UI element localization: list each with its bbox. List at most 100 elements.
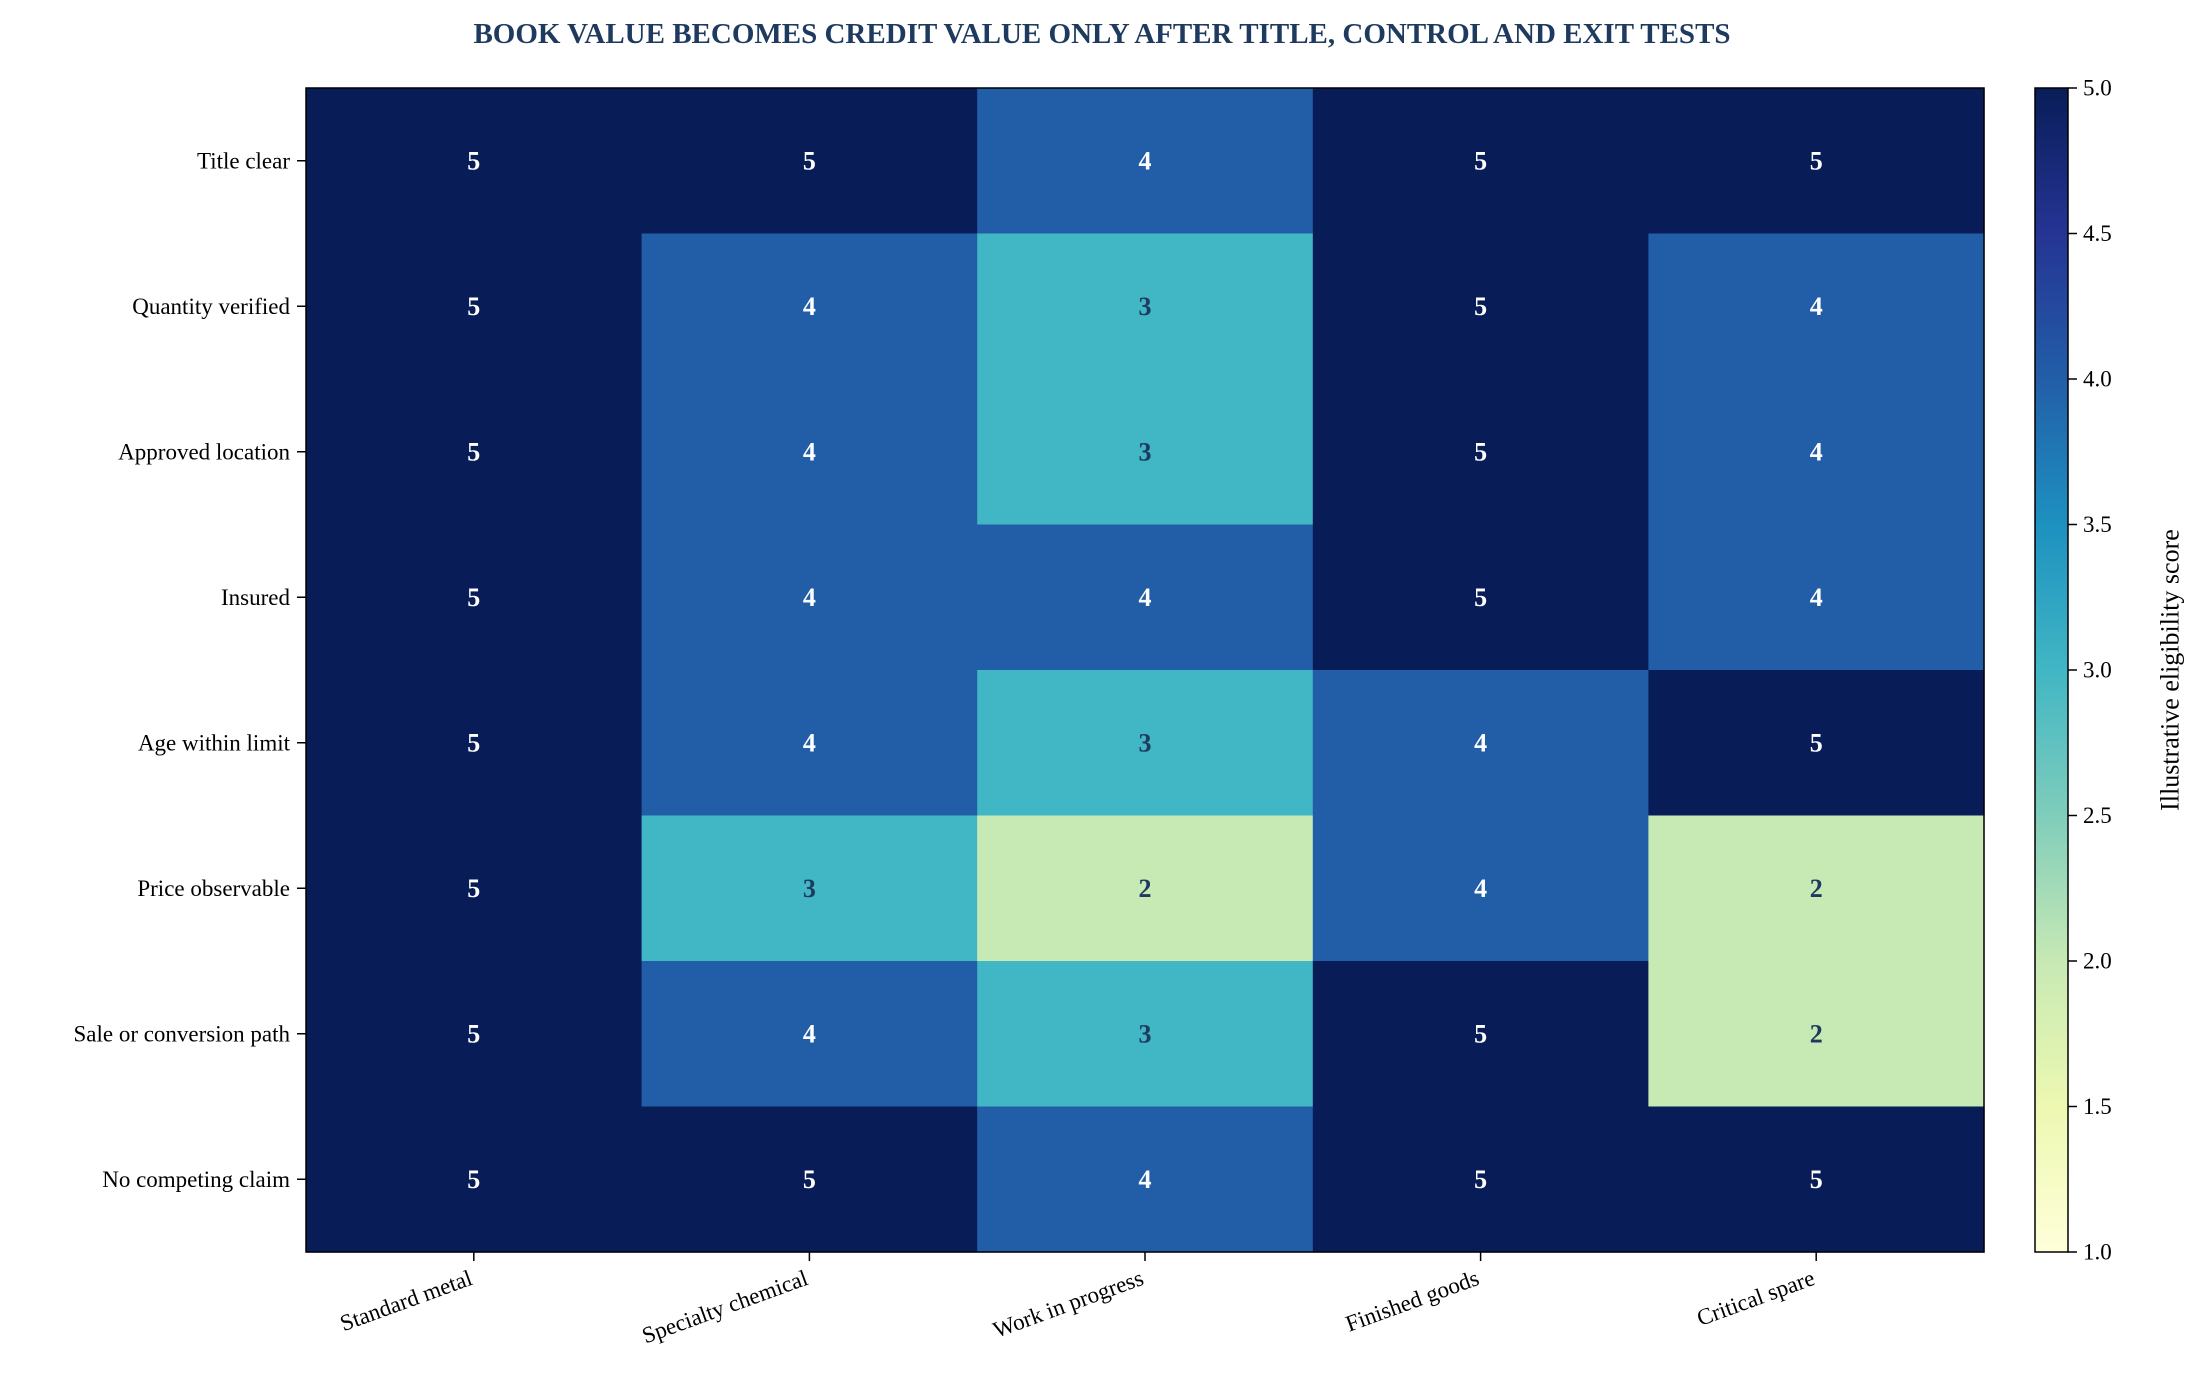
heatmap-cell (1312, 233, 1649, 380)
cell-value-label: 4 (1139, 583, 1152, 612)
y-tick-label: Sale or conversion path (73, 1021, 290, 1046)
heatmap-cell (1312, 815, 1649, 962)
cell-value-label: 3 (803, 874, 816, 903)
heatmap-cell (1312, 524, 1649, 671)
cell-value-label: 4 (803, 292, 816, 321)
x-tick-label: Critical spare (1694, 1265, 1818, 1331)
cell-value-label: 5 (467, 1165, 480, 1194)
cell-value-label: 5 (467, 437, 480, 466)
cell-value-labels: 5 5 4 5 5 5 4 3 5 4 5 4 3 5 4 5 4 4 5 4 5 4 3 4 5 5 3 2 4 2 5 4 3 5 2 5 5 4 5 5 (467, 146, 1822, 1194)
cell-value-label: 5 (1474, 1019, 1487, 1048)
heatmap-cell (977, 379, 1314, 526)
heatmap-cell (1648, 1106, 1985, 1253)
heatmap-cell (977, 233, 1314, 380)
cell-value-label: 4 (1139, 146, 1152, 175)
x-axis: Standard metal Specialty chemical Work in … (337, 1252, 1818, 1348)
cell-value-label: 5 (1810, 728, 1823, 757)
cell-value-label: 4 (1474, 728, 1487, 757)
cell-value-label: 5 (803, 1165, 816, 1194)
cell-value-label: 4 (1139, 1165, 1152, 1194)
cell-value-label: 2 (1810, 1019, 1823, 1048)
cell-value-label: 4 (1810, 292, 1823, 321)
cell-value-label: 5 (1474, 437, 1487, 466)
cell-value-label: 5 (1810, 146, 1823, 175)
y-tick-label: Insured (221, 585, 290, 610)
x-tick-label: Finished goods (1342, 1265, 1482, 1336)
heatmap-cell (306, 815, 643, 962)
cell-value-label: 2 (1810, 874, 1823, 903)
heatmap-cell (1312, 379, 1649, 526)
cell-value-label: 4 (803, 437, 816, 466)
heatmap-cell (977, 524, 1314, 671)
heatmap-cell (1312, 961, 1649, 1108)
colorbar: 1.0 1.5 2.0 2.5 3.0 3.5 4.0 4.5 5.0 Illustrative… (2034, 76, 2185, 1265)
cell-value-label: 4 (1810, 437, 1823, 466)
colorbar-tick-label: 5.0 (2083, 76, 2112, 101)
cell-value-label: 2 (1139, 874, 1152, 903)
cell-value-label: 4 (803, 1019, 816, 1048)
heatmap-cell (1312, 88, 1649, 235)
x-tick-label: Work in progress (990, 1265, 1147, 1342)
heatmap-cell (1312, 670, 1649, 817)
colorbar-ticks: 1.0 1.5 2.0 2.5 3.0 3.5 4.0 4.5 5.0 (2068, 76, 2112, 1265)
colorbar-tick-label: 3.5 (2083, 512, 2112, 537)
colorbar-tick-label: 1.0 (2083, 1240, 2112, 1265)
heatmap-cell (1648, 379, 1985, 526)
cell-value-label: 5 (467, 1019, 480, 1048)
y-axis: Title clear Quantity verified Approved loc… (73, 148, 306, 1192)
heatmap-cell (977, 88, 1314, 235)
heatmap-cell (1648, 524, 1985, 671)
heatmap-cell (641, 233, 978, 380)
y-tick-label: Age within limit (138, 730, 291, 755)
heatmap-cell (306, 961, 643, 1108)
chart-title: BOOK VALUE BECOMES CREDIT VALUE ONLY AFT… (473, 18, 1730, 50)
heatmap-cell (306, 88, 643, 235)
heatmap-cell (641, 1106, 978, 1253)
heatmap-cell (641, 670, 978, 817)
heatmap-cell (977, 961, 1314, 1108)
cell-value-label: 3 (1139, 1019, 1152, 1048)
colorbar-tick-label: 2.5 (2083, 803, 2112, 828)
cell-value-label: 5 (467, 292, 480, 321)
heatmap-cell (641, 88, 978, 235)
cell-value-label: 5 (1474, 583, 1487, 612)
cell-value-label: 5 (467, 728, 480, 757)
cell-value-label: 5 (803, 146, 816, 175)
heatmap-cell (977, 815, 1314, 962)
cell-value-label: 5 (1474, 1165, 1487, 1194)
y-tick-label: Quantity verified (132, 294, 290, 319)
cell-value-label: 4 (803, 583, 816, 612)
colorbar-label: Illustrative eligibility score (2156, 529, 2185, 811)
heatmap-cell (306, 1106, 643, 1253)
heatmap-cell (1648, 88, 1985, 235)
heatmap-cells (306, 88, 1985, 1253)
colorbar-tick-label: 4.0 (2083, 367, 2112, 392)
cell-value-label: 3 (1139, 728, 1152, 757)
heatmap-cell (641, 379, 978, 526)
colorbar-gradient (2034, 87, 2069, 1253)
heatmap-cell (1648, 670, 1985, 817)
heatmap-cell (1312, 1106, 1649, 1253)
heatmap-cell (306, 379, 643, 526)
heatmap-cell (306, 233, 643, 380)
heatmap-cell (641, 961, 978, 1108)
y-tick-label: No competing claim (102, 1167, 290, 1192)
y-tick-label: Price observable (137, 876, 290, 901)
y-tick-label: Title clear (197, 148, 290, 173)
cell-value-label: 5 (1474, 146, 1487, 175)
colorbar-tick-label: 1.5 (2083, 1094, 2112, 1119)
cell-value-label: 5 (467, 874, 480, 903)
cell-value-label: 4 (803, 728, 816, 757)
cell-value-label: 5 (467, 583, 480, 612)
colorbar-tick-label: 2.0 (2083, 949, 2112, 974)
heatmap-cell (306, 524, 643, 671)
heatmap-cell (641, 815, 978, 962)
heatmap-cell (1648, 961, 1985, 1108)
heatmap-cell (306, 670, 643, 817)
cell-value-label: 5 (1810, 1165, 1823, 1194)
heatmap-cell (1648, 815, 1985, 962)
x-tick-label: Specialty chemical (639, 1265, 811, 1348)
x-tick-label: Standard metal (337, 1265, 476, 1336)
cell-value-label: 4 (1474, 874, 1487, 903)
